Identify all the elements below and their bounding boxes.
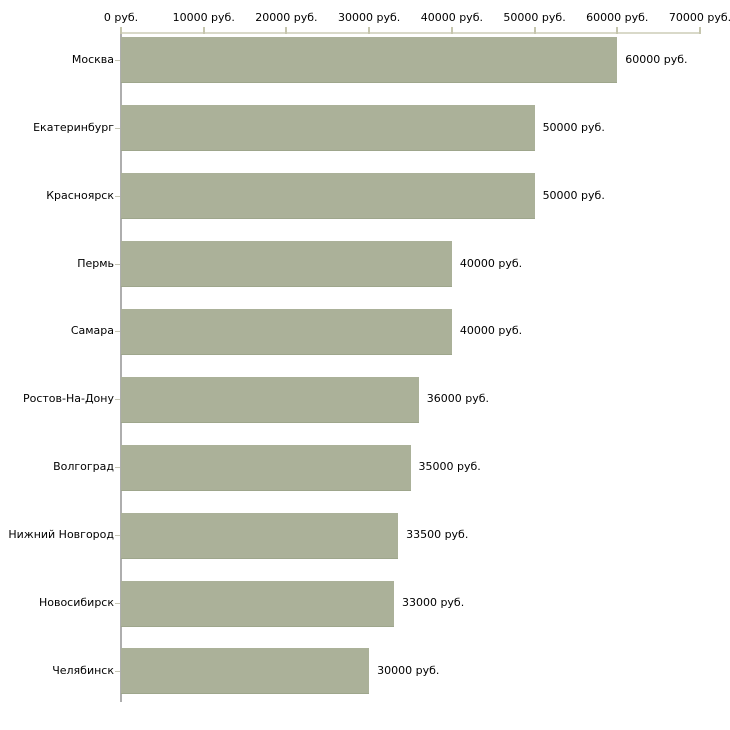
value-label: 50000 руб.: [542, 188, 605, 202]
value-label: 36000 руб.: [426, 392, 490, 406]
value-label: 33000 руб.: [401, 596, 465, 609]
bar: [121, 376, 419, 423]
category-label: Пермь: [77, 256, 114, 270]
bar: [121, 308, 452, 355]
category-label: Красноярск: [46, 188, 114, 202]
y-axis-tick: [115, 467, 120, 469]
y-axis-tick: [115, 535, 120, 537]
x-axis-line: [120, 32, 701, 34]
bar: [121, 580, 394, 627]
x-axis-tick-label: 50000 руб.: [503, 11, 566, 24]
x-axis-tick-label: 60000 руб.: [586, 11, 649, 24]
x-axis-tick: [368, 27, 371, 34]
x-axis-tick-label: 10000 руб.: [172, 11, 235, 24]
category-label: Ростов-На-Дону: [22, 392, 114, 406]
value-label: 60000 руб.: [625, 52, 688, 66]
bar: [121, 173, 535, 220]
x-axis-tick-label: 0 руб.: [103, 11, 139, 24]
category-label: Челябинск: [52, 663, 114, 677]
category-label: Самара: [70, 324, 114, 338]
x-axis-tick: [533, 27, 536, 34]
x-axis-tick: [699, 27, 701, 34]
category-label: Екатеринбург: [33, 120, 114, 134]
x-axis-tick: [120, 27, 122, 34]
bar: [121, 512, 399, 559]
category-label: Москва: [71, 52, 114, 66]
y-axis-tick: [115, 59, 120, 61]
x-axis-tick: [616, 27, 619, 34]
x-axis-tick: [450, 27, 453, 34]
category-label: Новосибирск: [38, 596, 114, 609]
value-label: 40000 руб.: [459, 324, 523, 338]
value-label: 30000 руб.: [377, 663, 440, 677]
category-label: Волгоград: [53, 460, 114, 474]
value-label: 50000 руб.: [542, 120, 605, 134]
y-axis-baseline: [120, 32, 122, 702]
value-label: 35000 руб.: [418, 460, 481, 474]
x-axis-tick-label: 20000 руб.: [255, 11, 318, 24]
y-axis-tick: [115, 603, 120, 604]
x-axis-tick-label: 70000 руб.: [668, 11, 730, 24]
bar: [121, 241, 452, 287]
x-axis-tick: [285, 27, 288, 34]
x-axis-tick-label: 40000 руб.: [420, 11, 483, 24]
y-axis-tick: [115, 263, 120, 265]
y-axis-tick: [115, 195, 120, 197]
bar: [121, 105, 535, 152]
y-axis-tick: [115, 331, 120, 333]
category-label: Нижний Новгород: [8, 528, 114, 542]
x-axis-tick-label: 30000 руб.: [338, 11, 401, 24]
x-axis-tick: [202, 27, 205, 34]
y-axis-tick: [115, 127, 120, 129]
bar: [121, 648, 370, 695]
value-label: 33500 руб.: [406, 528, 469, 542]
y-axis-tick: [115, 399, 120, 401]
bar: [121, 444, 411, 491]
value-label: 40000 руб.: [459, 256, 523, 270]
y-axis-tick: [115, 670, 120, 672]
bar: [121, 37, 618, 84]
